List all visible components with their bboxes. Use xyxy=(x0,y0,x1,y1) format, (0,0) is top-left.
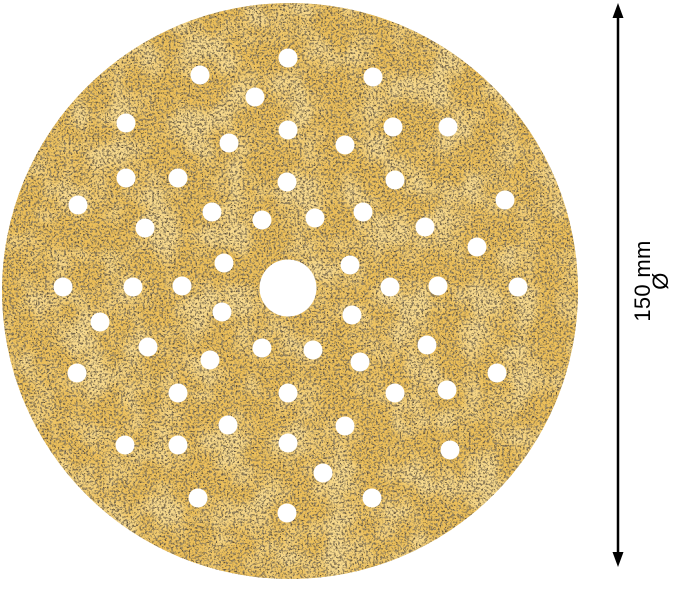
dust-hole xyxy=(219,133,239,153)
dust-hole xyxy=(168,168,188,188)
dust-hole xyxy=(277,503,297,523)
dust-hole xyxy=(202,202,222,222)
dust-hole xyxy=(305,208,325,228)
dust-hole xyxy=(67,363,87,383)
dust-hole xyxy=(200,350,220,370)
dust-hole xyxy=(115,435,135,455)
dust-hole xyxy=(278,383,298,403)
dust-hole xyxy=(68,195,88,215)
dust-hole xyxy=(212,302,232,322)
arrow-down-icon xyxy=(612,552,624,567)
dust-hole xyxy=(135,218,155,238)
dust-hole xyxy=(415,217,435,237)
dust-hole xyxy=(438,117,458,137)
dust-hole xyxy=(428,276,448,296)
dust-hole xyxy=(53,277,73,297)
dust-hole xyxy=(277,172,297,192)
dust-hole xyxy=(362,488,382,508)
dust-hole xyxy=(363,67,383,87)
dust-hole xyxy=(342,305,362,325)
dust-hole xyxy=(383,117,403,137)
dust-hole xyxy=(188,488,208,508)
dust-hole xyxy=(214,253,234,273)
sanding-disc xyxy=(2,3,578,579)
dust-hole xyxy=(168,435,188,455)
dust-hole xyxy=(278,120,298,140)
dust-hole xyxy=(467,237,487,257)
dust-hole xyxy=(385,170,405,190)
dust-hole xyxy=(90,312,110,332)
dust-hole xyxy=(252,338,272,358)
dust-hole xyxy=(278,48,298,68)
dust-hole xyxy=(116,113,136,133)
dust-hole xyxy=(190,65,210,85)
dust-hole xyxy=(172,276,192,296)
dust-hole xyxy=(335,416,355,436)
dust-hole xyxy=(437,380,457,400)
dust-hole xyxy=(440,440,460,460)
dust-hole xyxy=(385,383,405,403)
dust-hole xyxy=(123,277,143,297)
dust-extraction-holes xyxy=(53,48,528,523)
dust-hole xyxy=(350,352,370,372)
diameter-symbol: Ø xyxy=(648,272,673,290)
dimension-label: 150 mm Ø xyxy=(630,221,673,341)
center-hole xyxy=(259,259,317,317)
dust-hole xyxy=(116,168,136,188)
dust-hole xyxy=(335,135,355,155)
dust-hole xyxy=(313,463,333,483)
dust-hole xyxy=(138,337,158,357)
dust-hole xyxy=(303,340,323,360)
dust-hole xyxy=(168,383,188,403)
dust-hole xyxy=(380,277,400,297)
dust-hole xyxy=(353,202,373,222)
dust-hole xyxy=(278,433,298,453)
dust-hole xyxy=(218,415,238,435)
dust-hole xyxy=(340,255,360,275)
dust-hole xyxy=(245,87,265,107)
dust-hole xyxy=(417,335,437,355)
dust-hole xyxy=(495,190,515,210)
arrow-up-icon xyxy=(612,3,624,18)
dust-hole xyxy=(508,277,528,297)
dust-hole xyxy=(487,363,507,383)
dust-hole xyxy=(252,210,272,230)
diameter-dimension xyxy=(612,3,624,567)
